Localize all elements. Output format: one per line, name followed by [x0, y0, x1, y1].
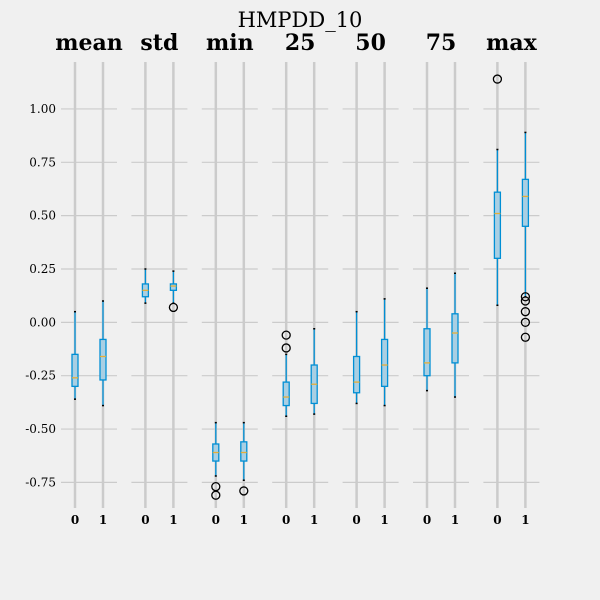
y-tick-label: -0.25	[25, 369, 56, 383]
outlier-point	[520, 292, 531, 302]
outlier-point	[520, 296, 531, 306]
outlier-point	[168, 302, 179, 313]
x-tick-label: 1	[240, 513, 248, 527]
outlier-point	[520, 307, 531, 317]
x-tick-label: 1	[521, 513, 529, 527]
box-iqr	[521, 178, 530, 227]
x-tick-label: 0	[71, 513, 79, 527]
box-0: 0	[492, 74, 503, 527]
panel-title: min	[206, 30, 254, 56]
panels: mean 0 1 std 0 1 min 0 1 25 0 1 50 0 1 75 0 1 max 0 1	[55, 30, 540, 527]
box-0: 0	[71, 310, 79, 527]
box-iqr	[493, 191, 502, 259]
x-tick-label: 0	[352, 513, 360, 527]
box-0: 0	[423, 287, 431, 527]
x-tick-label: 0	[141, 513, 149, 527]
box-1: 1	[168, 270, 179, 527]
box-iqr	[169, 283, 178, 291]
box-1: 1	[520, 131, 531, 527]
panel-mean: mean 0 1	[55, 30, 123, 527]
panel-min: min 0 1	[201, 30, 258, 527]
box-1: 1	[451, 272, 459, 527]
box-iqr	[71, 353, 79, 388]
outlier-point	[520, 317, 531, 327]
y-tick-label: 0.75	[29, 155, 56, 169]
y-tick-label: 0.25	[29, 262, 56, 276]
box-iqr	[380, 338, 389, 388]
outlier-point	[492, 74, 503, 84]
y-tick-label: 1.00	[29, 102, 56, 116]
box-iqr	[282, 381, 290, 407]
box-0: 0	[211, 421, 221, 527]
panel-50: 50 0 1	[342, 30, 399, 527]
panel-title: max	[486, 30, 538, 56]
box-1: 1	[99, 300, 107, 527]
x-tick-label: 1	[310, 513, 318, 527]
chart-title: HMPDD_10	[238, 8, 363, 32]
x-tick-label: 1	[169, 513, 177, 527]
panel-title: 25	[285, 30, 316, 56]
x-tick-label: 0	[212, 513, 220, 527]
panel-25: 25 0 1	[272, 30, 329, 527]
panel-std: std 0 1	[131, 30, 188, 527]
x-tick-label: 0	[423, 513, 431, 527]
x-tick-label: 1	[99, 513, 107, 527]
outlier-point	[239, 486, 249, 496]
box-1: 1	[310, 327, 318, 527]
panel-title: 75	[426, 30, 457, 56]
outlier-point	[211, 490, 221, 500]
panel-75: 75 0 1	[413, 30, 469, 527]
box-iqr	[423, 328, 431, 377]
box-iqr	[451, 313, 459, 364]
x-tick-label: 1	[380, 513, 388, 527]
box-iqr	[352, 355, 361, 394]
outlier-point	[281, 330, 291, 340]
panel-title: std	[140, 30, 178, 56]
panel-title: mean	[55, 30, 123, 56]
box-iqr	[240, 441, 248, 462]
x-tick-label: 0	[493, 513, 501, 527]
outlier-point	[281, 343, 291, 353]
panel-title: 50	[355, 30, 386, 56]
box-0: 0	[141, 268, 150, 527]
panel-max: max 0 1	[483, 30, 540, 527]
box-iqr	[99, 338, 107, 381]
y-axis: 1.00 0.75 0.50 0.25 0.00 -0.25 -0.50 -0.75	[25, 102, 56, 489]
y-tick-label: -0.75	[25, 475, 56, 489]
y-tick-label: 0.50	[29, 209, 56, 223]
box-0: 0	[352, 310, 361, 527]
box-1: 1	[380, 298, 389, 527]
x-tick-label: 1	[451, 513, 459, 527]
box-0: 0	[281, 330, 291, 527]
box-1: 1	[239, 421, 249, 527]
y-tick-label: 0.00	[29, 315, 56, 329]
outlier-point	[520, 332, 531, 342]
y-tick-label: -0.50	[25, 422, 56, 436]
x-tick-label: 0	[282, 513, 290, 527]
